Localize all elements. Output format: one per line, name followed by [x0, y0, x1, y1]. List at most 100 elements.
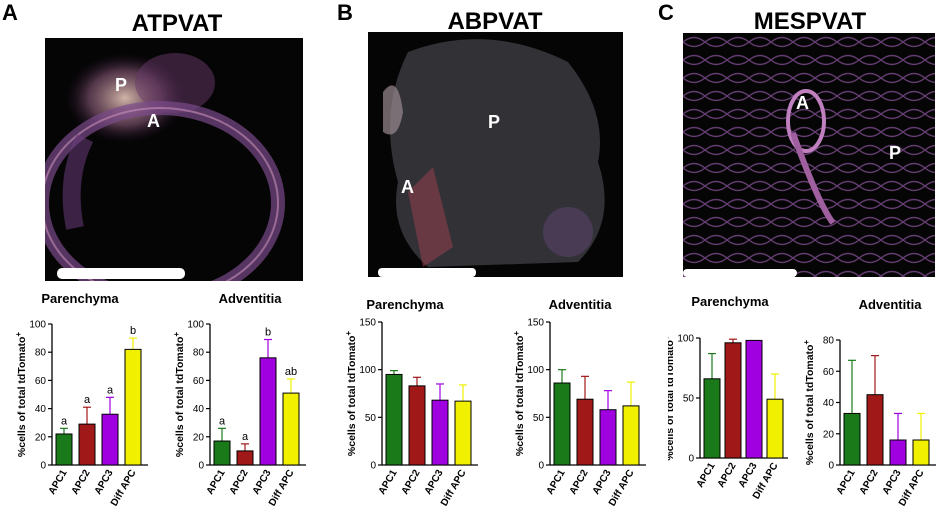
- x-tick-label: APC2: [400, 468, 423, 497]
- significance-letter: a: [219, 415, 226, 427]
- y-axis-label: %cells of total tdTomato+: [512, 331, 526, 457]
- y-tick-label: 60: [35, 376, 47, 387]
- image-label-p: P: [488, 112, 501, 132]
- bar: [576, 398, 594, 466]
- image-label-a: A: [796, 93, 809, 113]
- panel-letter-a: A: [2, 0, 18, 25]
- bar: [889, 439, 907, 466]
- x-tick-label: APC2: [858, 468, 881, 497]
- micrograph-c: A P: [683, 33, 935, 277]
- y-tick-label: 0: [538, 461, 544, 472]
- bar: [622, 405, 640, 466]
- panel-letter-c: C: [658, 0, 674, 25]
- x-tick-label: APC1: [47, 468, 70, 497]
- y-tick-label: 20: [823, 429, 835, 440]
- y-tick-label: 100: [187, 320, 204, 331]
- x-tick-label: APC3: [93, 468, 116, 497]
- y-axis-label: %cells of total tdTomato+: [668, 335, 676, 461]
- y-tick-label: 40: [823, 398, 835, 409]
- micrograph-a: P A: [45, 38, 303, 281]
- y-tick-label: 80: [823, 336, 835, 347]
- x-tick-label: APC3: [251, 468, 274, 497]
- parenchyma-bar-chart-c: %cells of total tdTomato+050100APC1APC2A…: [668, 334, 788, 501]
- y-tick-label: 60: [823, 367, 835, 378]
- bar: [259, 357, 277, 466]
- y-tick-label: 80: [35, 348, 47, 359]
- chart-title: Adventitia: [218, 291, 282, 306]
- bar: [101, 413, 119, 466]
- y-tick-label: 80: [193, 348, 205, 359]
- bar: [745, 339, 763, 459]
- bar: [866, 394, 884, 466]
- y-axis-label-superscript: +: [668, 335, 671, 340]
- y-axis-label: %cells of total tdTomato+: [802, 340, 816, 466]
- x-tick-label: APC1: [835, 468, 858, 497]
- y-tick-label: 100: [29, 320, 46, 331]
- bar: [599, 409, 617, 466]
- significance-letter: a: [84, 394, 91, 406]
- y-axis-label-superscript: +: [512, 331, 521, 336]
- x-tick-label: APC3: [591, 468, 614, 497]
- bar: [385, 373, 403, 466]
- y-tick-label: 0: [370, 461, 376, 472]
- bar: [236, 450, 254, 466]
- y-tick-label: 20: [35, 432, 47, 443]
- significance-letter: a: [107, 384, 114, 396]
- x-tick-label: APC3: [881, 468, 904, 497]
- y-tick-label: 150: [527, 318, 544, 329]
- significance-letter: b: [130, 325, 136, 337]
- y-tick-label: 0: [828, 461, 834, 472]
- y-axis-label: %cells of total tdTomato+: [344, 331, 358, 457]
- x-tick-label: APC2: [716, 461, 739, 490]
- chart-title: Adventitia: [858, 297, 922, 312]
- chart-title: Parenchyma: [691, 294, 769, 309]
- y-axis-label: %cells of total tdTomato+: [172, 332, 186, 458]
- image-label-a: A: [401, 177, 414, 197]
- x-tick-label: APC1: [695, 461, 718, 490]
- adventitia-bar-chart-b: %cells of total tdTomato+ 0 50 100 150 APC1 AP…: [512, 318, 646, 508]
- y-tick-label: 100: [527, 365, 544, 376]
- significance-letter: a: [242, 431, 249, 443]
- panel-title-b: ABPVAT: [447, 8, 543, 35]
- bar: [703, 378, 721, 459]
- panel-title-a: ATPVAT: [131, 10, 223, 37]
- panel-title-c: MESPVAT: [753, 8, 867, 35]
- y-tick-label: 50: [365, 413, 377, 424]
- significance-letter: ab: [285, 366, 297, 378]
- significance-letter: b: [265, 327, 271, 339]
- adventitia-bar-chart-a: %cells of total tdTomato+ 0 20 40 60 80 100 a AP…: [172, 320, 306, 508]
- y-tick-label: 50: [533, 413, 545, 424]
- bar: [124, 348, 142, 466]
- x-tick-label: APC2: [70, 468, 93, 497]
- y-tick-label: 100: [359, 365, 376, 376]
- y-tick-label: 20: [193, 432, 205, 443]
- y-tick-label: 40: [35, 404, 47, 415]
- y-tick-label: 60: [193, 376, 205, 387]
- bar: [282, 392, 300, 466]
- bar: [213, 440, 231, 466]
- bar: [431, 399, 449, 466]
- significance-letter: a: [61, 415, 68, 427]
- panel-letter-b: B: [337, 0, 353, 25]
- y-axis-label-superscript: +: [344, 331, 353, 336]
- y-axis-label-superscript: +: [172, 332, 181, 337]
- bar: [454, 400, 472, 466]
- image-label-p: P: [889, 143, 902, 163]
- bar: [724, 342, 742, 459]
- y-tick-label: 0: [198, 461, 204, 472]
- y-axis-label-superscript: +: [802, 340, 811, 345]
- y-tick-label: 40: [193, 404, 205, 415]
- bar: [912, 439, 930, 466]
- x-tick-label: APC1: [205, 468, 228, 497]
- y-axis-label: %cells of total tdTomato+: [14, 332, 28, 458]
- x-tick-label: APC3: [423, 468, 446, 497]
- y-tick-label: 150: [359, 318, 376, 329]
- chart-title: Parenchyma: [41, 291, 119, 306]
- x-tick-label: APC1: [545, 468, 568, 497]
- bar: [766, 398, 784, 459]
- parenchyma-bar-chart-a: %cells of total tdTomato+ 0 20 40 60 80 100 a AP…: [14, 320, 148, 508]
- y-tick-label: 50: [683, 394, 695, 405]
- chart-title: Adventitia: [548, 297, 612, 312]
